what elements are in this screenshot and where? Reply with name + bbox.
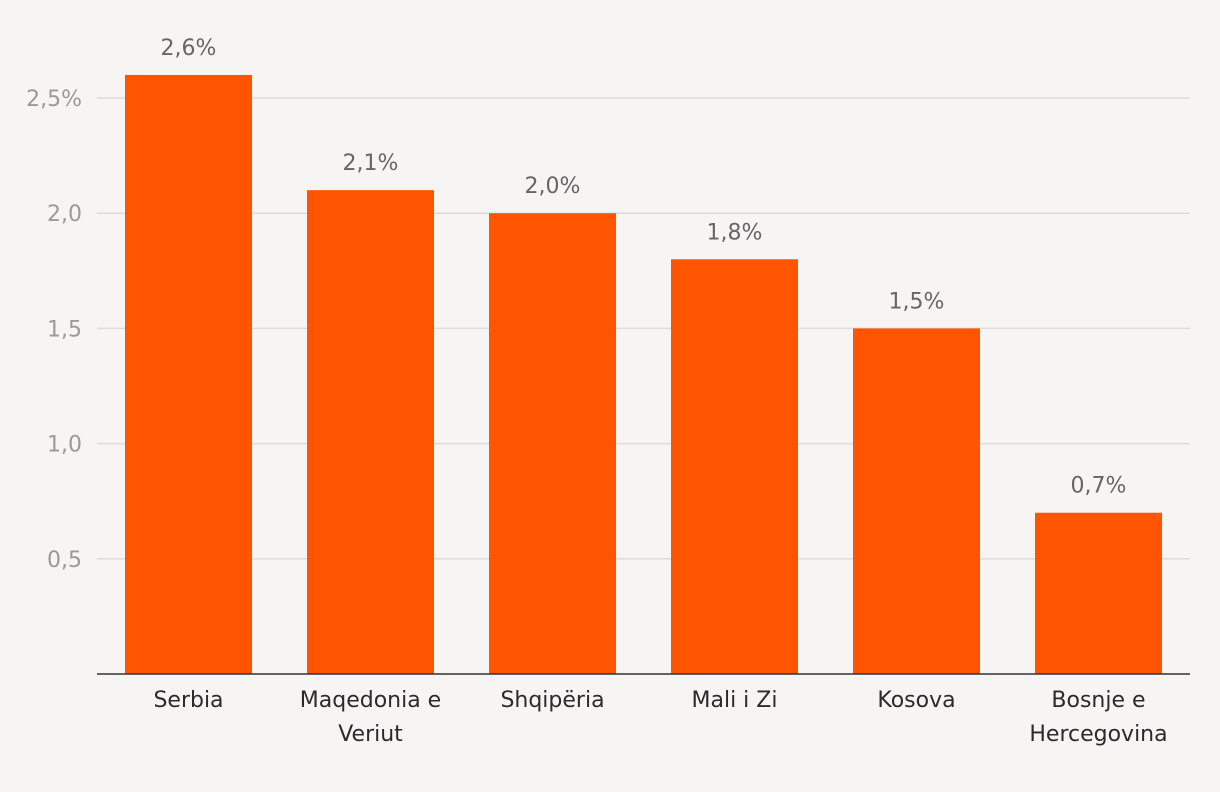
bar [125, 74, 252, 674]
category-label: Maqedonia e Veriut [300, 688, 441, 747]
y-tick-label: 1,5 [47, 317, 82, 342]
category-label-line: Mali i Zi [692, 688, 778, 713]
y-tick-label: 2,5% [26, 87, 82, 112]
value-labels: 2,6% 2,1% 2,0% 1,8% 1,5% 0,7% [161, 36, 1127, 499]
value-label: 2,6% [161, 36, 217, 61]
category-label: Shqipëria [500, 688, 604, 713]
category-label-line: Shqipëria [500, 688, 604, 713]
category-label-line: Kosova [877, 688, 955, 713]
category-label-line: Hercegovina [1029, 722, 1167, 747]
y-tick-label: 2,0 [47, 202, 82, 227]
category-label-line: Serbia [153, 688, 223, 713]
bar [489, 213, 616, 674]
category-label: Bosnje e Hercegovina [1029, 688, 1167, 747]
category-label: Kosova [877, 688, 955, 713]
category-label-line: Veriut [338, 722, 403, 747]
y-tick-label: 1,0 [47, 433, 82, 458]
value-label: 0,7% [1071, 474, 1127, 499]
y-tick-label: 0,5 [47, 548, 82, 573]
bar [853, 328, 980, 674]
category-label: Mali i Zi [692, 688, 778, 713]
value-label: 1,8% [707, 220, 763, 245]
value-label: 2,1% [343, 151, 399, 176]
bar [671, 259, 798, 674]
bar [1035, 512, 1162, 674]
bar [307, 190, 434, 674]
y-axis-tick-labels: 0,5 1,0 1,5 2,0 2,5% [26, 87, 82, 573]
bars [125, 74, 1162, 674]
category-label-line: Bosnje e [1051, 688, 1145, 713]
value-label: 2,0% [525, 174, 581, 199]
gridlines [97, 97, 1190, 560]
value-label: 1,5% [889, 289, 945, 314]
category-label: Serbia [153, 688, 223, 713]
category-label-line: Maqedonia e [300, 688, 441, 713]
category-labels: Serbia Maqedonia e Veriut Shqipëria Mali i Z… [153, 688, 1167, 747]
